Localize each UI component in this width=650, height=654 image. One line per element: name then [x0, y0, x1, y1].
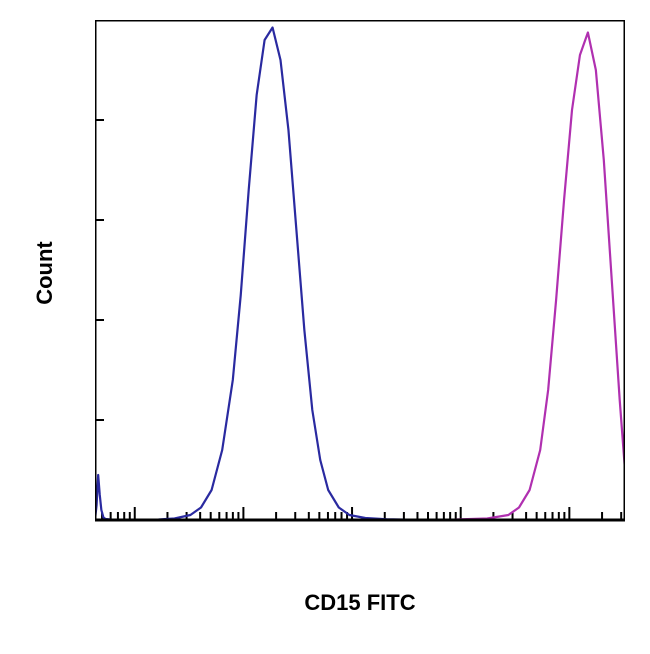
y-axis-label: Count [32, 213, 58, 333]
figure-container: Count CD15 FITC [0, 0, 650, 654]
y-axis-label-text: Count [32, 241, 57, 305]
x-axis-label: CD15 FITC [95, 590, 625, 616]
histogram-plot [95, 20, 625, 550]
x-axis-label-text: CD15 FITC [304, 590, 415, 615]
